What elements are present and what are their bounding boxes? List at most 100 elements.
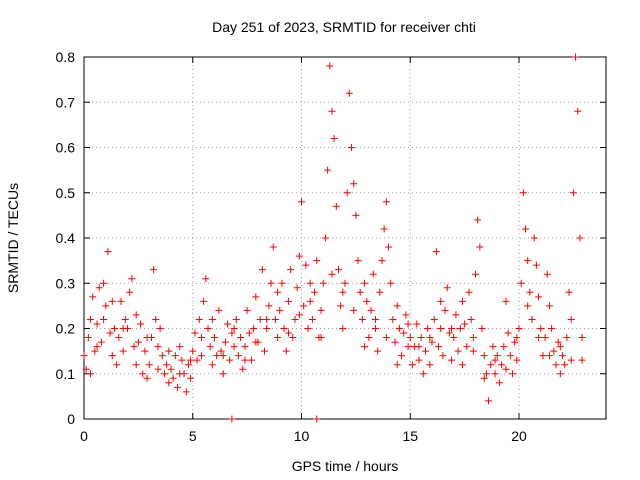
data-point-plus: [84, 334, 92, 342]
data-point-plus: [156, 325, 164, 332]
data-point-plus: [545, 352, 553, 360]
data-point-plus: [263, 315, 271, 323]
data-point-plus: [478, 325, 486, 332]
data-point-plus: [93, 320, 101, 328]
data-point-plus: [426, 334, 434, 342]
y-axis-label: SRMTID / TECUs: [5, 183, 21, 293]
data-point-plus: [328, 270, 336, 278]
data-point-plus: [511, 338, 519, 346]
y-tick-label: 0.2: [56, 321, 76, 337]
data-point-plus: [134, 338, 142, 346]
data-point-plus: [152, 315, 160, 323]
data-point-plus: [143, 374, 151, 382]
x-tick-label: 20: [511, 428, 527, 444]
data-point-plus: [154, 365, 162, 373]
data-point-plus: [522, 225, 530, 233]
data-point-plus: [169, 374, 177, 382]
data-point-plus: [437, 297, 445, 305]
data-point-plus: [432, 248, 440, 256]
data-point-plus: [491, 370, 499, 378]
data-point-plus: [180, 370, 188, 378]
data-point-plus: [569, 189, 577, 197]
data-point-plus: [160, 370, 168, 378]
data-point-plus: [404, 320, 412, 328]
data-point-plus: [100, 315, 108, 323]
data-point-plus: [491, 356, 499, 364]
data-point-plus: [517, 279, 525, 287]
data-point-plus: [502, 365, 510, 373]
data-point-plus: [365, 334, 373, 342]
data-point-plus: [480, 352, 488, 360]
data-point-plus: [221, 338, 229, 346]
data-point-plus: [450, 334, 458, 342]
data-point-plus: [276, 306, 284, 314]
data-point-plus: [182, 388, 190, 396]
data-point-plus: [141, 347, 149, 355]
data-point-plus: [302, 261, 310, 269]
x-tick-label: 5: [189, 428, 197, 444]
data-point-plus: [224, 320, 232, 328]
data-point-plus: [87, 370, 95, 378]
data-point-plus: [258, 266, 266, 274]
data-point-plus: [559, 352, 566, 360]
data-point-plus: [578, 334, 586, 342]
data-point-plus: [515, 325, 523, 332]
data-point-plus: [458, 361, 466, 369]
data-point-plus: [145, 361, 153, 369]
data-point-plus: [187, 374, 195, 382]
data-point-plus: [104, 248, 112, 256]
data-point-plus: [295, 252, 303, 260]
data-point-plus: [493, 352, 501, 360]
data-point-plus: [165, 379, 173, 387]
data-point-plus: [150, 266, 158, 274]
y-tick-label: 0.8: [56, 49, 76, 65]
data-point-plus: [176, 343, 184, 351]
data-point-plus: [324, 166, 332, 174]
data-point-plus: [319, 279, 327, 287]
data-point-plus: [539, 352, 547, 360]
data-point-plus: [97, 338, 105, 346]
data-point-plus: [126, 288, 134, 296]
data-point-plus: [508, 370, 516, 378]
data-point-plus: [269, 243, 277, 251]
grid-layer: [84, 57, 606, 419]
data-point-plus: [430, 315, 438, 323]
data-point-plus: [91, 347, 99, 355]
data-point-plus: [282, 347, 290, 355]
data-point-plus: [437, 325, 445, 332]
data-point-plus: [130, 343, 138, 351]
data-point-plus: [211, 334, 218, 342]
data-point-plus: [100, 279, 108, 287]
data-point-plus: [121, 315, 129, 323]
data-point-plus: [306, 279, 314, 287]
data-point-plus: [350, 306, 358, 314]
data-point-plus: [289, 334, 297, 342]
data-point-plus: [284, 329, 292, 337]
x-tick-label: 10: [294, 428, 310, 444]
data-point-plus: [367, 306, 375, 314]
data-point-plus: [439, 352, 447, 360]
data-point-plus: [550, 347, 558, 355]
data-point-plus: [298, 198, 305, 206]
data-point-plus: [226, 356, 234, 364]
data-point-plus: [191, 329, 199, 337]
data-point-plus: [530, 234, 538, 242]
data-point-plus: [228, 415, 236, 423]
data-point-plus: [304, 325, 312, 332]
data-point-plus: [274, 334, 282, 342]
data-point-plus: [352, 211, 360, 219]
data-point-plus: [306, 297, 314, 305]
data-point-plus: [232, 315, 240, 323]
data-point-plus: [382, 198, 390, 206]
data-point-plus: [445, 329, 453, 337]
data-point-plus: [195, 315, 203, 323]
data-point-plus: [311, 288, 319, 296]
data-point-plus: [482, 370, 490, 378]
data-point-plus: [293, 284, 301, 292]
data-point-plus: [389, 315, 397, 323]
data-point-plus: [526, 288, 534, 296]
data-point-plus: [106, 329, 114, 337]
data-point-plus: [554, 338, 562, 346]
data-point-plus: [139, 370, 147, 378]
data-point-plus: [341, 279, 349, 287]
